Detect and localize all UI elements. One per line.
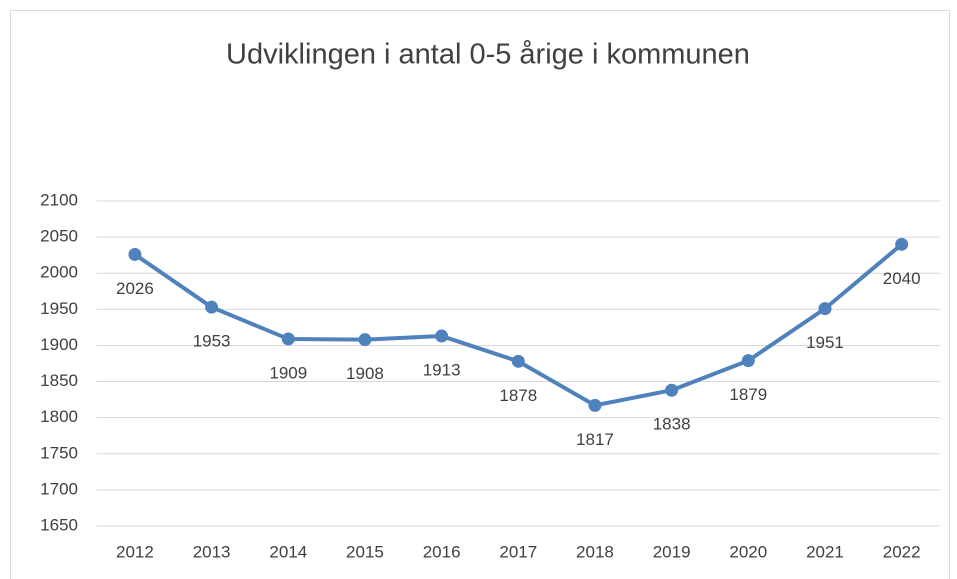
y-tick-label: 1650	[40, 515, 78, 534]
marker	[818, 302, 832, 316]
y-tick-label: 1800	[40, 407, 78, 426]
x-tick-label: 2014	[269, 542, 307, 561]
y-tick-label: 2050	[40, 227, 78, 246]
marker	[588, 398, 602, 412]
marker	[511, 354, 525, 368]
data-label: 1908	[346, 364, 384, 383]
y-tick-label: 2000	[40, 263, 78, 282]
data-label: 1817	[576, 430, 614, 449]
data-label: 2040	[883, 269, 921, 288]
data-label: 1838	[653, 415, 691, 434]
data-label: 1909	[269, 363, 307, 382]
x-tick-label: 2020	[729, 542, 767, 561]
x-tick-label: 2017	[499, 542, 537, 561]
marker	[358, 333, 372, 347]
y-tick-label: 1850	[40, 371, 78, 390]
y-tick-label: 2100	[40, 190, 78, 209]
x-tick-label: 2016	[423, 542, 461, 561]
marker	[281, 332, 295, 346]
data-label: 1953	[193, 332, 231, 351]
x-tick-label: 2015	[346, 542, 384, 561]
marker	[128, 247, 142, 261]
data-label: 1913	[423, 361, 461, 380]
x-tick-label: 2012	[116, 542, 154, 561]
y-tick-label: 1950	[40, 299, 78, 318]
y-tick-label: 1750	[40, 443, 78, 462]
y-tick-label: 1900	[40, 335, 78, 354]
marker	[435, 329, 449, 343]
x-tick-label: 2022	[883, 542, 921, 561]
marker	[665, 383, 679, 397]
data-label: 1878	[499, 386, 537, 405]
marker	[741, 354, 755, 368]
chart-border	[10, 10, 950, 579]
data-label: 1879	[729, 385, 767, 404]
x-tick-label: 2018	[576, 542, 614, 561]
x-tick-label: 2021	[806, 542, 844, 561]
x-tick-label: 2019	[653, 542, 691, 561]
y-tick-label: 1700	[40, 479, 78, 498]
marker	[205, 300, 219, 314]
chart-title: Udviklingen i antal 0-5 årige i kommunen	[226, 39, 750, 71]
marker	[895, 237, 909, 251]
data-label: 2026	[116, 279, 154, 298]
x-tick-label: 2013	[193, 542, 231, 561]
data-label: 1951	[806, 333, 844, 352]
